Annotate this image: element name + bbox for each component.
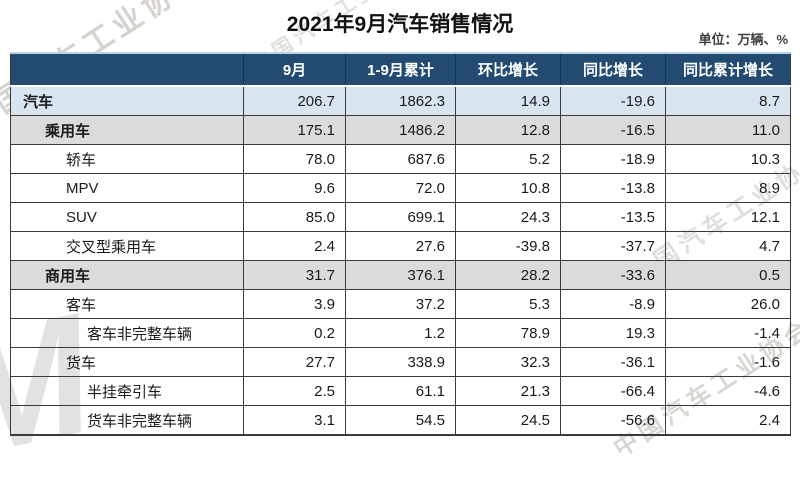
- unit-label: 单位：万辆、%: [698, 32, 788, 47]
- table-row: SUV 85.0 699.1 24.3 -13.5 12.1: [10, 202, 791, 232]
- table-cell: 1862.3: [345, 86, 456, 116]
- column-header: 1-9月累计: [345, 53, 456, 87]
- row-label: 汽车: [10, 86, 244, 116]
- table-cell: 10.8: [455, 173, 561, 203]
- row-label: 货车: [10, 347, 244, 377]
- row-label-column-header: [10, 53, 244, 87]
- table-cell: 28.2: [455, 260, 561, 290]
- table-cell: -8.9: [560, 289, 666, 319]
- table-cell: 24.5: [455, 405, 561, 436]
- table-cell: 1.2: [345, 318, 456, 348]
- table-cell: 12.1: [665, 202, 791, 232]
- table-cell: 9.6: [243, 173, 346, 203]
- table-cell: 1486.2: [345, 115, 456, 145]
- table-cell: 10.3: [665, 144, 791, 174]
- table-cell: -33.6: [560, 260, 666, 290]
- table-row: 客车非完整车辆 0.2 1.2 78.9 19.3 -1.4: [10, 318, 791, 348]
- table-cell: 24.3: [455, 202, 561, 232]
- table-cell: 72.0: [345, 173, 456, 203]
- table-cell: 26.0: [665, 289, 791, 319]
- row-label: MPV: [10, 173, 244, 203]
- table-cell: 0.2: [243, 318, 346, 348]
- row-label: 商用车: [10, 260, 244, 290]
- table-cell: 376.1: [345, 260, 456, 290]
- table-row: MPV 9.6 72.0 10.8 -13.8 8.9: [10, 173, 791, 203]
- table-cell: 27.7: [243, 347, 346, 377]
- table-cell: -66.4: [560, 376, 666, 406]
- table-cell: -13.8: [560, 173, 666, 203]
- row-label: SUV: [10, 202, 244, 232]
- table-cell: 5.3: [455, 289, 561, 319]
- table-row: 货车非完整车辆 3.1 54.5 24.5 -56.6 2.4: [10, 405, 791, 436]
- table-header-row: 9月 1-9月累计 环比增长 同比增长 同比累计增长: [10, 53, 791, 87]
- row-label: 乘用车: [10, 115, 244, 145]
- table-cell: 19.3: [560, 318, 666, 348]
- sales-table: 9月 1-9月累计 环比增长 同比增长 同比累计增长 汽车 206.7 1862.3 14.9…: [10, 52, 791, 436]
- table-row: 交叉型乘用车 2.4 27.6 -39.8 -37.7 4.7: [10, 231, 791, 261]
- table-cell: 21.3: [455, 376, 561, 406]
- table-cell: 8.9: [665, 173, 791, 203]
- table-cell: 32.3: [455, 347, 561, 377]
- table-row: 轿车 78.0 687.6 5.2 -18.9 10.3: [10, 144, 791, 174]
- table-row: 半挂牵引车 2.5 61.1 21.3 -66.4 -4.6: [10, 376, 791, 406]
- column-header: 同比增长: [560, 53, 666, 87]
- table-cell: 2.4: [665, 405, 791, 436]
- table-cell: 78.0: [243, 144, 346, 174]
- table-cell: 85.0: [243, 202, 346, 232]
- table-cell: 61.1: [345, 376, 456, 406]
- table-cell: 5.2: [455, 144, 561, 174]
- table-cell: 0.5: [665, 260, 791, 290]
- table-cell: -19.6: [560, 86, 666, 116]
- table-cell: -1.4: [665, 318, 791, 348]
- table-cell: 206.7: [243, 86, 346, 116]
- row-label: 货车非完整车辆: [10, 405, 244, 436]
- table-cell: -56.6: [560, 405, 666, 436]
- row-label: 半挂牵引车: [10, 376, 244, 406]
- table-cell: -16.5: [560, 115, 666, 145]
- row-label: 交叉型乘用车: [10, 231, 244, 261]
- table-cell: -36.1: [560, 347, 666, 377]
- table-cell: 3.9: [243, 289, 346, 319]
- column-header: 9月: [243, 53, 346, 87]
- table-body: 汽车 206.7 1862.3 14.9 -19.6 8.7 乘用车 175.1 1486.2 1…: [10, 86, 791, 436]
- table-cell: 27.6: [345, 231, 456, 261]
- table-cell: 687.6: [345, 144, 456, 174]
- table-row: 汽车 206.7 1862.3 14.9 -19.6 8.7: [10, 86, 791, 116]
- table-cell: 699.1: [345, 202, 456, 232]
- table-row: 乘用车 175.1 1486.2 12.8 -16.5 11.0: [10, 115, 791, 145]
- table-cell: 11.0: [665, 115, 791, 145]
- table-cell: 2.4: [243, 231, 346, 261]
- table-cell: 3.1: [243, 405, 346, 436]
- row-label: 客车: [10, 289, 244, 319]
- row-label: 客车非完整车辆: [10, 318, 244, 348]
- table-cell: 54.5: [345, 405, 456, 436]
- table-cell: -4.6: [665, 376, 791, 406]
- table-cell: -39.8: [455, 231, 561, 261]
- table-cell: -18.9: [560, 144, 666, 174]
- table-cell: 4.7: [665, 231, 791, 261]
- table-row: 客车 3.9 37.2 5.3 -8.9 26.0: [10, 289, 791, 319]
- table-cell: 8.7: [665, 86, 791, 116]
- table-row: 货车 27.7 338.9 32.3 -36.1 -1.6: [10, 347, 791, 377]
- table-cell: 37.2: [345, 289, 456, 319]
- table-cell: -13.5: [560, 202, 666, 232]
- table-cell: 338.9: [345, 347, 456, 377]
- table-cell: 31.7: [243, 260, 346, 290]
- page-title: 2021年9月汽车销售情况: [286, 13, 514, 36]
- table-cell: 2.5: [243, 376, 346, 406]
- column-header: 同比累计增长: [665, 53, 791, 87]
- row-label: 轿车: [10, 144, 244, 174]
- column-header: 环比增长: [455, 53, 561, 87]
- table-cell: 14.9: [455, 86, 561, 116]
- table-row: 商用车 31.7 376.1 28.2 -33.6 0.5: [10, 260, 791, 290]
- table-cell: -37.7: [560, 231, 666, 261]
- table-cell: 175.1: [243, 115, 346, 145]
- table-cell: -1.6: [665, 347, 791, 377]
- table-cell: 12.8: [455, 115, 561, 145]
- table-cell: 78.9: [455, 318, 561, 348]
